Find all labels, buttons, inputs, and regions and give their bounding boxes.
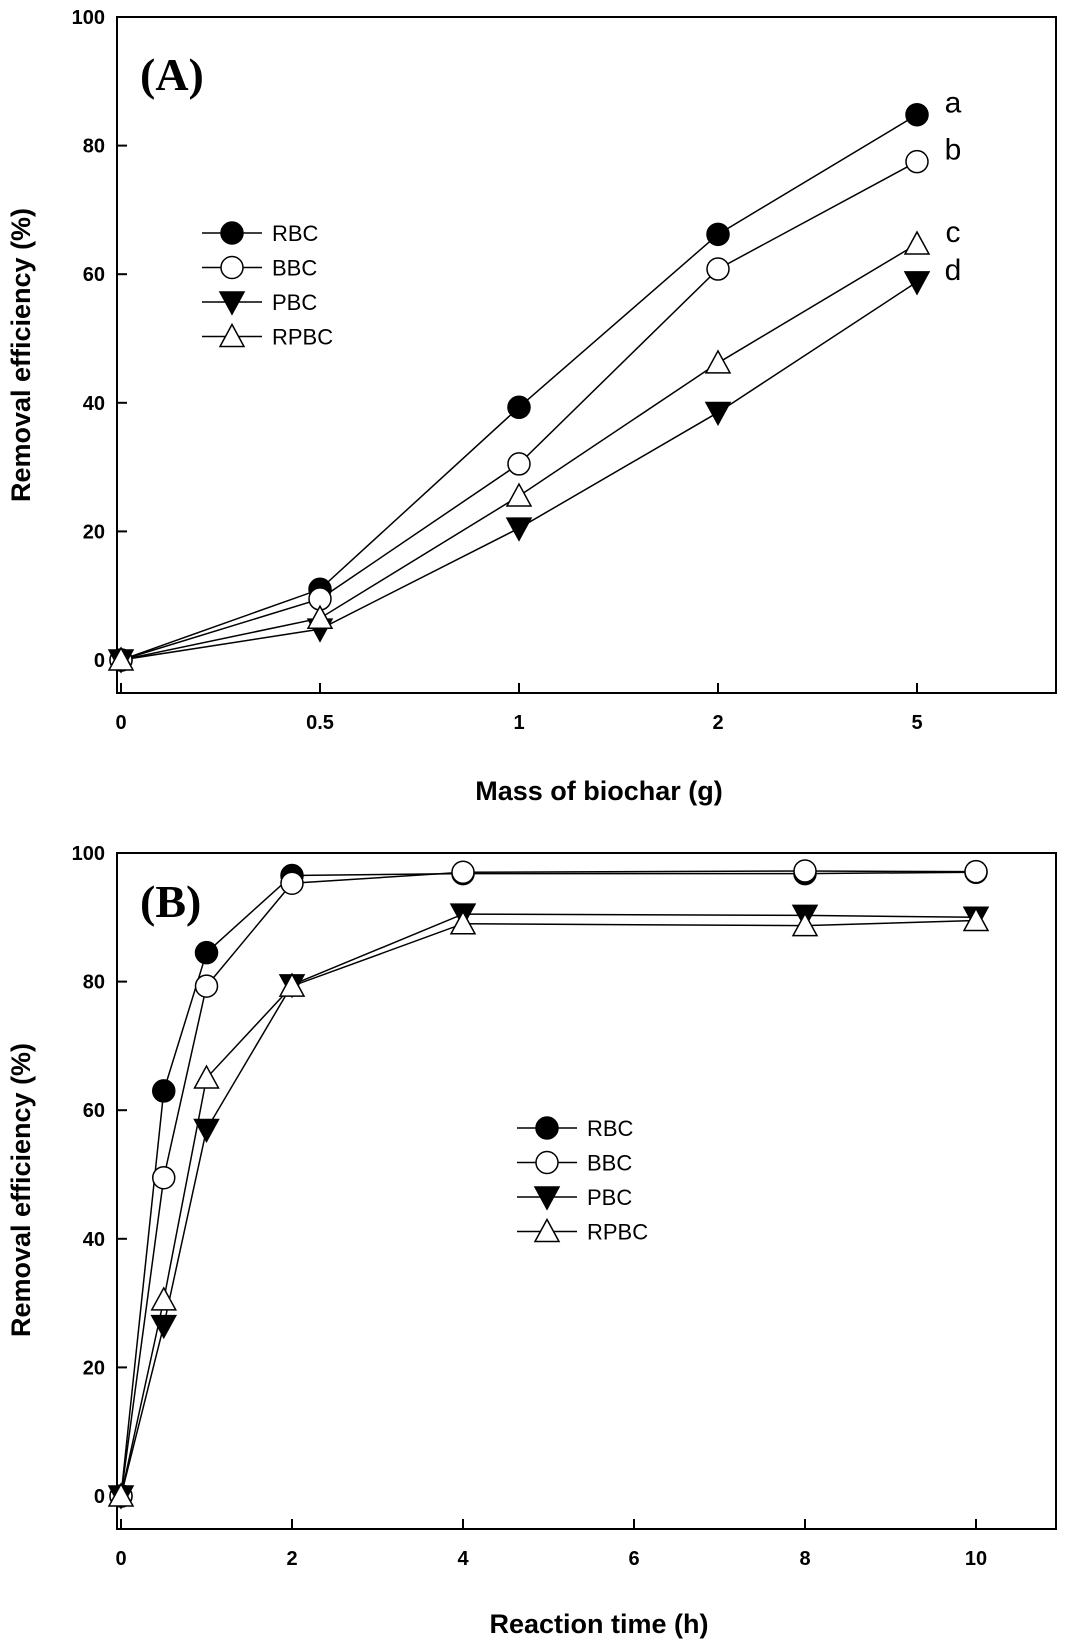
x-tick-label: 10 — [965, 1548, 987, 1570]
legend-marker-rpbc — [218, 322, 246, 348]
series-letter: a — [945, 87, 962, 120]
legend-marker-rbc — [220, 221, 244, 245]
y-tick-label: 20 — [83, 521, 105, 543]
series-lines-a — [120, 114, 918, 661]
y-tick-label: 0 — [94, 650, 105, 672]
legend-label-bbc: BBC — [587, 1151, 632, 1176]
y-axis-title-a: Removal efficiency (%) — [6, 208, 36, 502]
data-point-rbc — [706, 222, 730, 247]
series-line-rbc — [120, 114, 918, 661]
legend-marker-rbc — [535, 1116, 559, 1140]
x-tick-label: 2 — [712, 712, 723, 734]
data-point-bbc — [905, 149, 929, 174]
y-axis-title-b: Removal efficiency (%) — [6, 1043, 36, 1337]
data-point-bbc — [793, 859, 817, 883]
series-line-rbc — [120, 871, 977, 1497]
y-tick-label: 80 — [83, 972, 105, 994]
data-point-rpbc — [306, 604, 334, 629]
x-tick-label: 1 — [513, 712, 524, 734]
series-letters-a: ab cd — [945, 87, 962, 287]
legend-marker-rpbc — [533, 1217, 561, 1243]
data-point-bbc — [194, 974, 219, 998]
y-tick-label: 40 — [83, 1229, 105, 1251]
x-axis-title-b: Reaction time (h) — [489, 1609, 708, 1639]
y-tick-label: 0 — [94, 1486, 105, 1508]
x-tick-label: 0 — [115, 712, 126, 734]
data-point-rpbc — [107, 646, 135, 671]
legend-label-rbc: RBC — [587, 1116, 634, 1141]
series-line-bbc — [120, 870, 977, 1497]
panel-label-a: (A) — [140, 49, 204, 100]
series-letter: c — [946, 216, 961, 249]
data-point-rbc — [905, 102, 929, 127]
x-axis-title-a: Mass of biochar (g) — [475, 776, 723, 806]
data-point-rbc — [507, 395, 531, 420]
data-point-pbc — [150, 1314, 178, 1340]
y-tick-label: 20 — [83, 1357, 105, 1379]
plot-frame-a — [116, 16, 1057, 694]
series-line-rpbc — [120, 919, 977, 1497]
legend-marker-bbc — [535, 1150, 559, 1175]
legend-label-bbc: BBC — [272, 256, 317, 281]
y-tick-label: 80 — [83, 136, 105, 158]
axes-a: 0 20 40 60 80 100 0 0.5 1 2 5 — [72, 7, 923, 734]
legend-label-rbc: RBC — [272, 221, 319, 246]
legend-marker-pbc — [218, 291, 246, 316]
data-point-rpbc — [150, 1286, 178, 1311]
y-tick-label: 100 — [72, 7, 105, 29]
x-tick-label: 0 — [115, 1548, 126, 1570]
plot-frame-b — [116, 852, 1057, 1530]
data-point-rbc — [152, 1079, 176, 1103]
x-tick-label: 0.5 — [306, 712, 334, 734]
series-line-rpbc — [120, 243, 918, 661]
series-letter: b — [945, 134, 962, 167]
x-tick-label: 4 — [457, 1548, 469, 1570]
data-point-rpbc — [193, 1064, 220, 1089]
data-point-bbc — [280, 871, 304, 895]
data-point-pbc — [505, 517, 533, 542]
y-tick-label: 100 — [72, 843, 105, 865]
data-point-bbc — [152, 1165, 176, 1190]
data-point-bbc — [451, 860, 475, 885]
legend-marker-pbc — [533, 1186, 561, 1211]
data-point-rpbc — [278, 972, 306, 997]
x-tick-label: 8 — [799, 1548, 810, 1570]
data-point-bbc — [706, 257, 730, 281]
data-point-rpbc — [505, 482, 533, 507]
data-point-rpbc — [704, 349, 732, 374]
legend-label-pbc: PBC — [587, 1185, 632, 1210]
x-tick-label: 2 — [286, 1548, 297, 1570]
series-letter: d — [945, 254, 962, 287]
legend-label-rpbc: RPBC — [587, 1220, 648, 1245]
series-markers-b — [107, 859, 990, 1510]
x-tick-label: 5 — [911, 712, 922, 734]
data-point-rpbc — [903, 230, 931, 255]
data-point-bbc — [507, 452, 531, 476]
panel-a: (A) Removal efficiency (%) Mass of bioch… — [6, 7, 1057, 806]
series-markers-a — [107, 102, 931, 674]
panel-b: (B) Removal efficiency (%) Reaction time… — [6, 843, 1057, 1639]
data-point-rpbc — [449, 910, 477, 935]
y-tick-label: 60 — [83, 1100, 105, 1122]
data-point-rpbc — [962, 906, 990, 932]
y-tick-label: 40 — [83, 393, 105, 415]
x-tick-label: 6 — [628, 1548, 639, 1570]
series-lines-b — [120, 870, 977, 1497]
data-point-bbc — [964, 859, 988, 884]
legend-a: RBC BBC PBC RPBC — [202, 221, 333, 350]
data-point-rpbc — [791, 912, 819, 937]
data-point-rpbc — [107, 1482, 135, 1507]
y-tick-label: 60 — [83, 264, 105, 286]
legend-label-rpbc: RPBC — [272, 325, 333, 350]
panel-label-b: (B) — [140, 876, 201, 927]
data-point-pbc — [903, 271, 931, 296]
legend-b: RBC BBC PBC RPBC — [517, 1116, 648, 1245]
data-point-pbc — [193, 1118, 220, 1144]
data-point-rbc — [194, 940, 219, 965]
legend-marker-bbc — [220, 255, 244, 280]
data-point-pbc — [704, 401, 732, 427]
legend-label-pbc: PBC — [272, 290, 317, 315]
